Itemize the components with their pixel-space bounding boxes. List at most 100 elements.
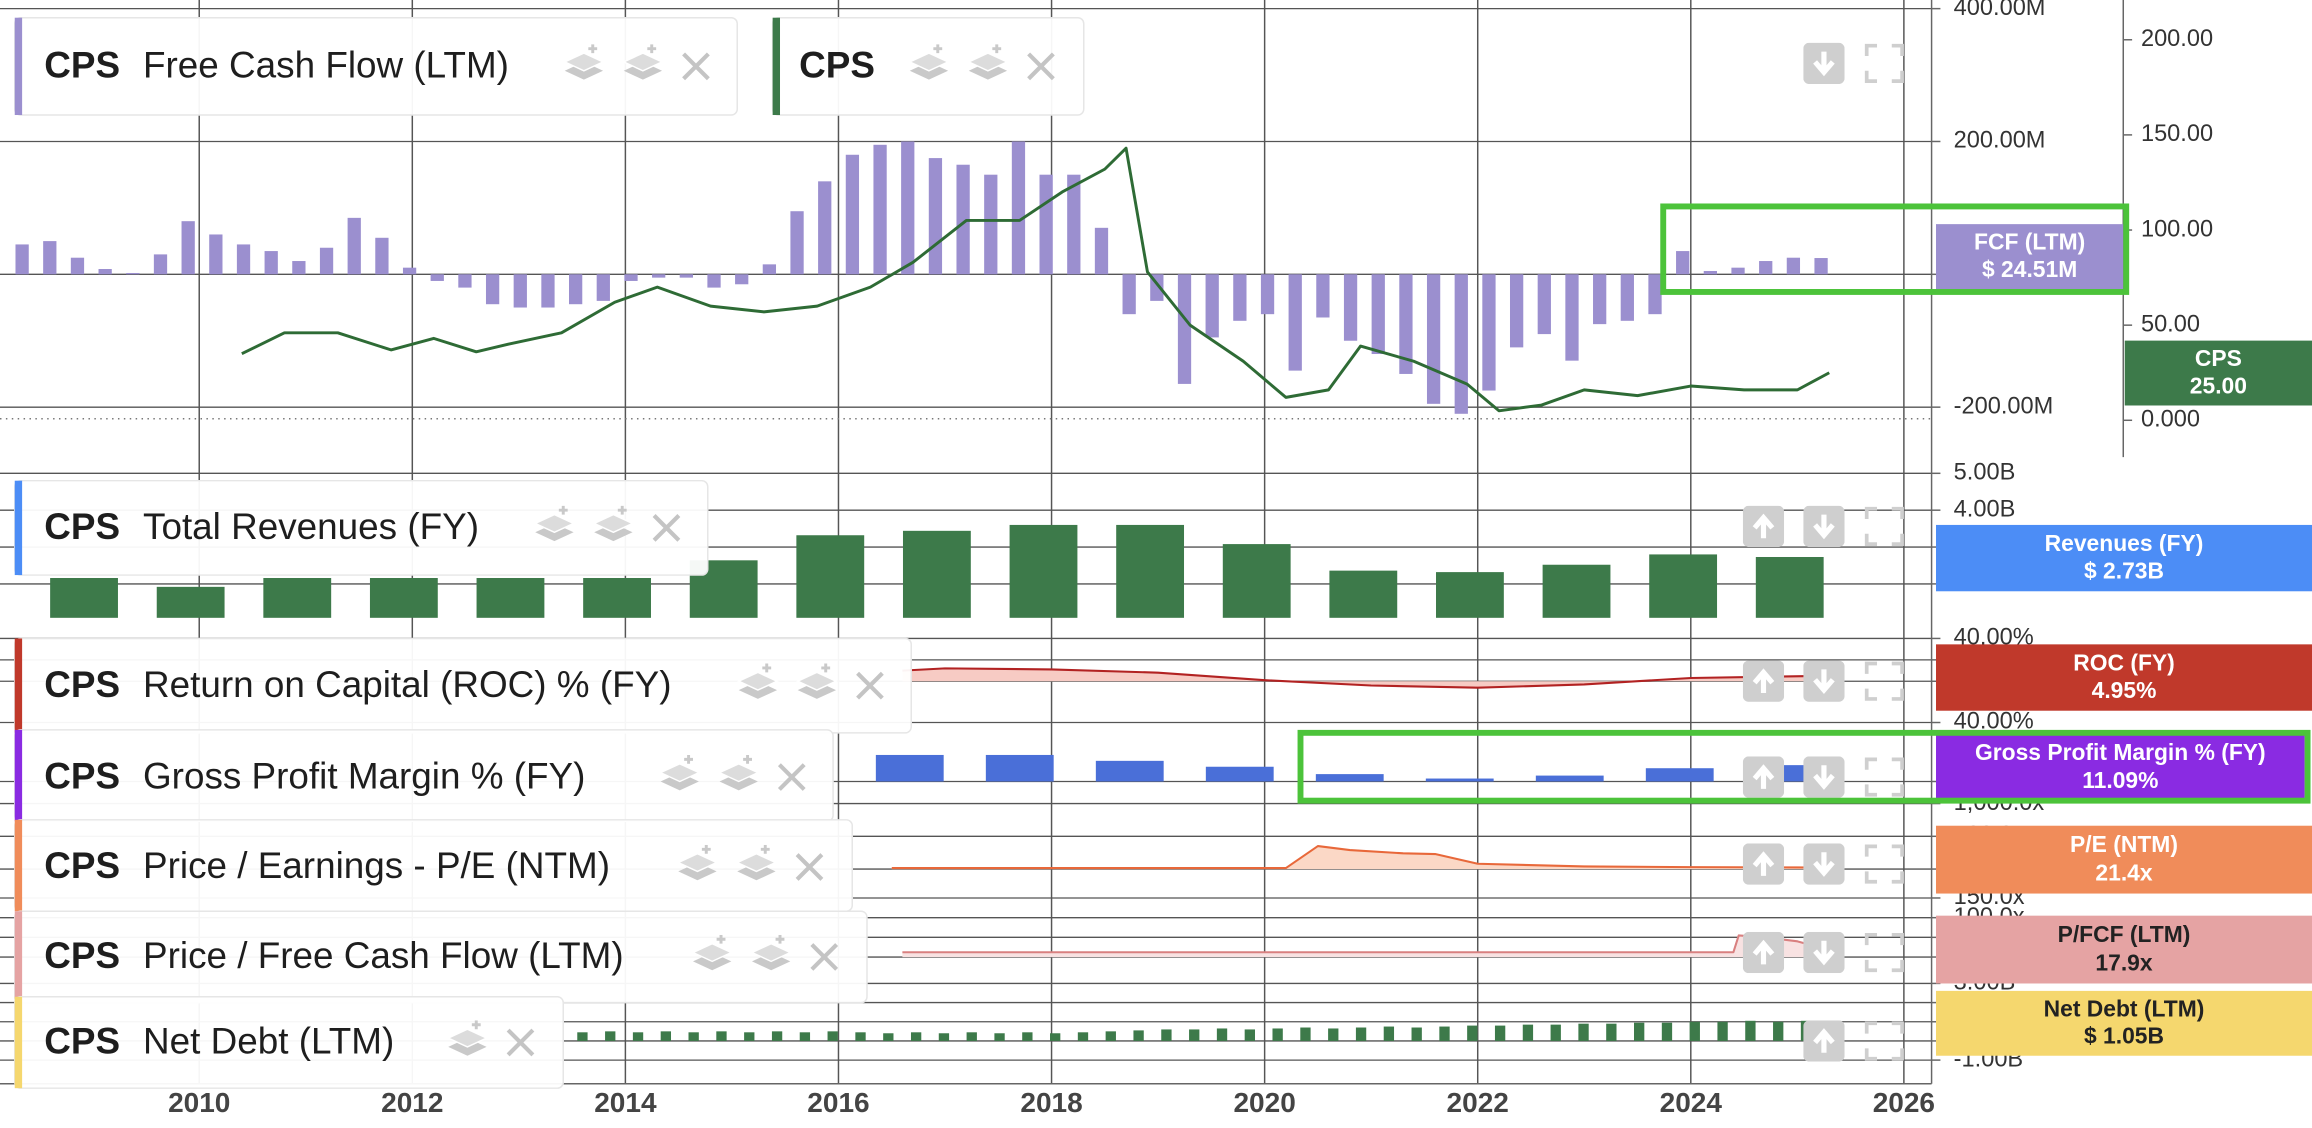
move-down-button[interactable] [1803, 661, 1844, 702]
bar [956, 164, 970, 275]
area [902, 668, 1819, 688]
bar [735, 274, 749, 285]
line [891, 845, 1830, 870]
legend: CPS Return on Capital (ROC) % (FY) [14, 637, 912, 734]
badge-name: FCF (LTM) [1974, 229, 2085, 255]
x-tick-label: 2016 [807, 1087, 869, 1118]
line [241, 146, 1830, 413]
bar [1050, 1033, 1061, 1041]
bar [264, 251, 278, 275]
bar [1634, 1022, 1645, 1041]
area [891, 846, 1830, 870]
bar [660, 1031, 672, 1041]
move-down-button[interactable] [1803, 506, 1844, 547]
legend-ticker: CPS [44, 1021, 120, 1062]
bar [153, 254, 168, 275]
legend-swatch [14, 638, 23, 733]
bar [1426, 274, 1441, 404]
bar [679, 274, 693, 278]
x-tick-label: 2014 [594, 1087, 657, 1118]
y-tick-label: 5.00B [1954, 459, 2016, 485]
bar [156, 586, 225, 618]
badge-value: 4.95% [2092, 677, 2157, 703]
bar [1649, 554, 1718, 618]
bar [1011, 141, 1026, 275]
legend-title: Free Cash Flow (LTM) [143, 45, 509, 86]
x-tick-label: 2024 [1660, 1087, 1723, 1118]
legend-ticker: CPS [44, 664, 120, 705]
legend-swatch [14, 911, 23, 1003]
bar [1399, 274, 1413, 374]
move-down-button[interactable] [1803, 43, 1844, 84]
move-up-button[interactable] [1743, 756, 1784, 797]
bar [369, 578, 438, 618]
bar [796, 535, 865, 618]
bar [375, 237, 389, 275]
bar [1316, 274, 1330, 318]
bar [652, 274, 666, 278]
bar [1095, 760, 1164, 782]
line [902, 667, 1819, 689]
bar [1383, 1026, 1395, 1041]
move-up-button[interactable] [1743, 506, 1784, 547]
bar [1467, 1025, 1478, 1041]
bar [347, 217, 361, 275]
legend: CPS Price / Free Cash Flow (LTM) [14, 910, 868, 1004]
legend: CPS Total Revenues (FY) [14, 479, 709, 576]
bar [1578, 1023, 1589, 1041]
value-badge [1936, 224, 2124, 290]
bar [855, 1032, 866, 1041]
bar [883, 1033, 894, 1041]
move-down-button[interactable] [1803, 843, 1844, 884]
bar [1786, 257, 1801, 275]
move-down-button[interactable] [1803, 932, 1844, 973]
move-up-button[interactable] [1743, 932, 1784, 973]
fullscreen-button[interactable] [1864, 506, 1904, 546]
legend-title: Price / Free Cash Flow (LTM) [143, 935, 624, 976]
bar [1205, 274, 1219, 338]
legend-swatch [14, 729, 23, 822]
badge-name: Revenues (FY) [2045, 530, 2204, 556]
legend: CPS Net Debt (LTM) [14, 996, 564, 1089]
y-tick-label: 40.00% [1954, 708, 2034, 734]
bar [790, 211, 804, 275]
move-up-button[interactable] [1743, 843, 1784, 884]
bar [1133, 1030, 1144, 1041]
x-tick-label: 2020 [1233, 1087, 1295, 1118]
bar [43, 241, 57, 275]
bar [402, 267, 417, 275]
legend-swatch [14, 819, 23, 912]
fullscreen-button[interactable] [1864, 844, 1904, 884]
badge-value: 21.4x [2095, 860, 2152, 886]
legend-ticker: CPS [44, 935, 120, 976]
legend: CPS Gross Profit Margin % (FY) [14, 729, 834, 823]
highlight-box [1297, 729, 2311, 804]
bar [126, 272, 140, 275]
bar [430, 274, 444, 281]
fullscreen-button[interactable] [1864, 932, 1904, 973]
legend-title: Total Revenues (FY) [143, 506, 479, 547]
bar [1606, 1023, 1617, 1041]
bar [292, 261, 306, 275]
bar [263, 578, 332, 618]
fullscreen-button[interactable] [1864, 43, 1904, 83]
y-tick-label: 400.00M [1954, 0, 2046, 20]
bar [1233, 274, 1247, 321]
bar [1537, 274, 1551, 335]
fullscreen-button[interactable] [1864, 757, 1904, 797]
badge-value: 25.00 [2190, 372, 2247, 398]
bar [181, 221, 195, 275]
move-down-button[interactable] [1803, 756, 1844, 797]
bar [910, 1032, 922, 1041]
bar [1371, 274, 1385, 355]
bar [873, 144, 887, 275]
bar [1645, 768, 1714, 782]
legend-swatch [772, 17, 781, 116]
move-up-button[interactable] [1803, 1020, 1844, 1061]
bar [1689, 1021, 1700, 1041]
legend-title: Net Debt (LTM) [143, 1021, 394, 1062]
bar [827, 1031, 838, 1041]
bar [1300, 1027, 1311, 1041]
move-up-button[interactable] [1743, 661, 1784, 702]
